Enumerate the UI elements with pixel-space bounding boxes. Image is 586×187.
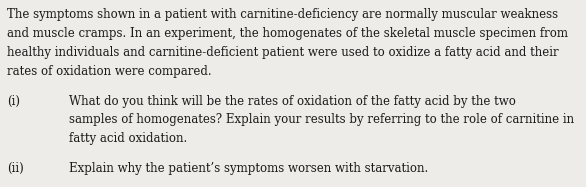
Text: The symptoms shown in a patient with carnitine-deficiency are normally muscular : The symptoms shown in a patient with car… (7, 8, 558, 22)
Text: fatty acid oxidation.: fatty acid oxidation. (69, 132, 188, 145)
Text: (ii): (ii) (7, 162, 24, 175)
Text: rates of oxidation were compared.: rates of oxidation were compared. (7, 65, 212, 78)
Text: What do you think will be the rates of oxidation of the fatty acid by the two: What do you think will be the rates of o… (69, 94, 516, 108)
Text: samples of homogenates? Explain your results by referring to the role of carniti: samples of homogenates? Explain your res… (69, 113, 574, 126)
Text: and muscle cramps. In an experiment, the homogenates of the skeletal muscle spec: and muscle cramps. In an experiment, the… (7, 27, 568, 40)
Text: (i): (i) (7, 94, 20, 108)
Text: Explain why the patient’s symptoms worsen with starvation.: Explain why the patient’s symptoms worse… (69, 162, 428, 175)
Text: healthy individuals and carnitine-deficient patient were used to oxidize a fatty: healthy individuals and carnitine-defici… (7, 46, 558, 59)
